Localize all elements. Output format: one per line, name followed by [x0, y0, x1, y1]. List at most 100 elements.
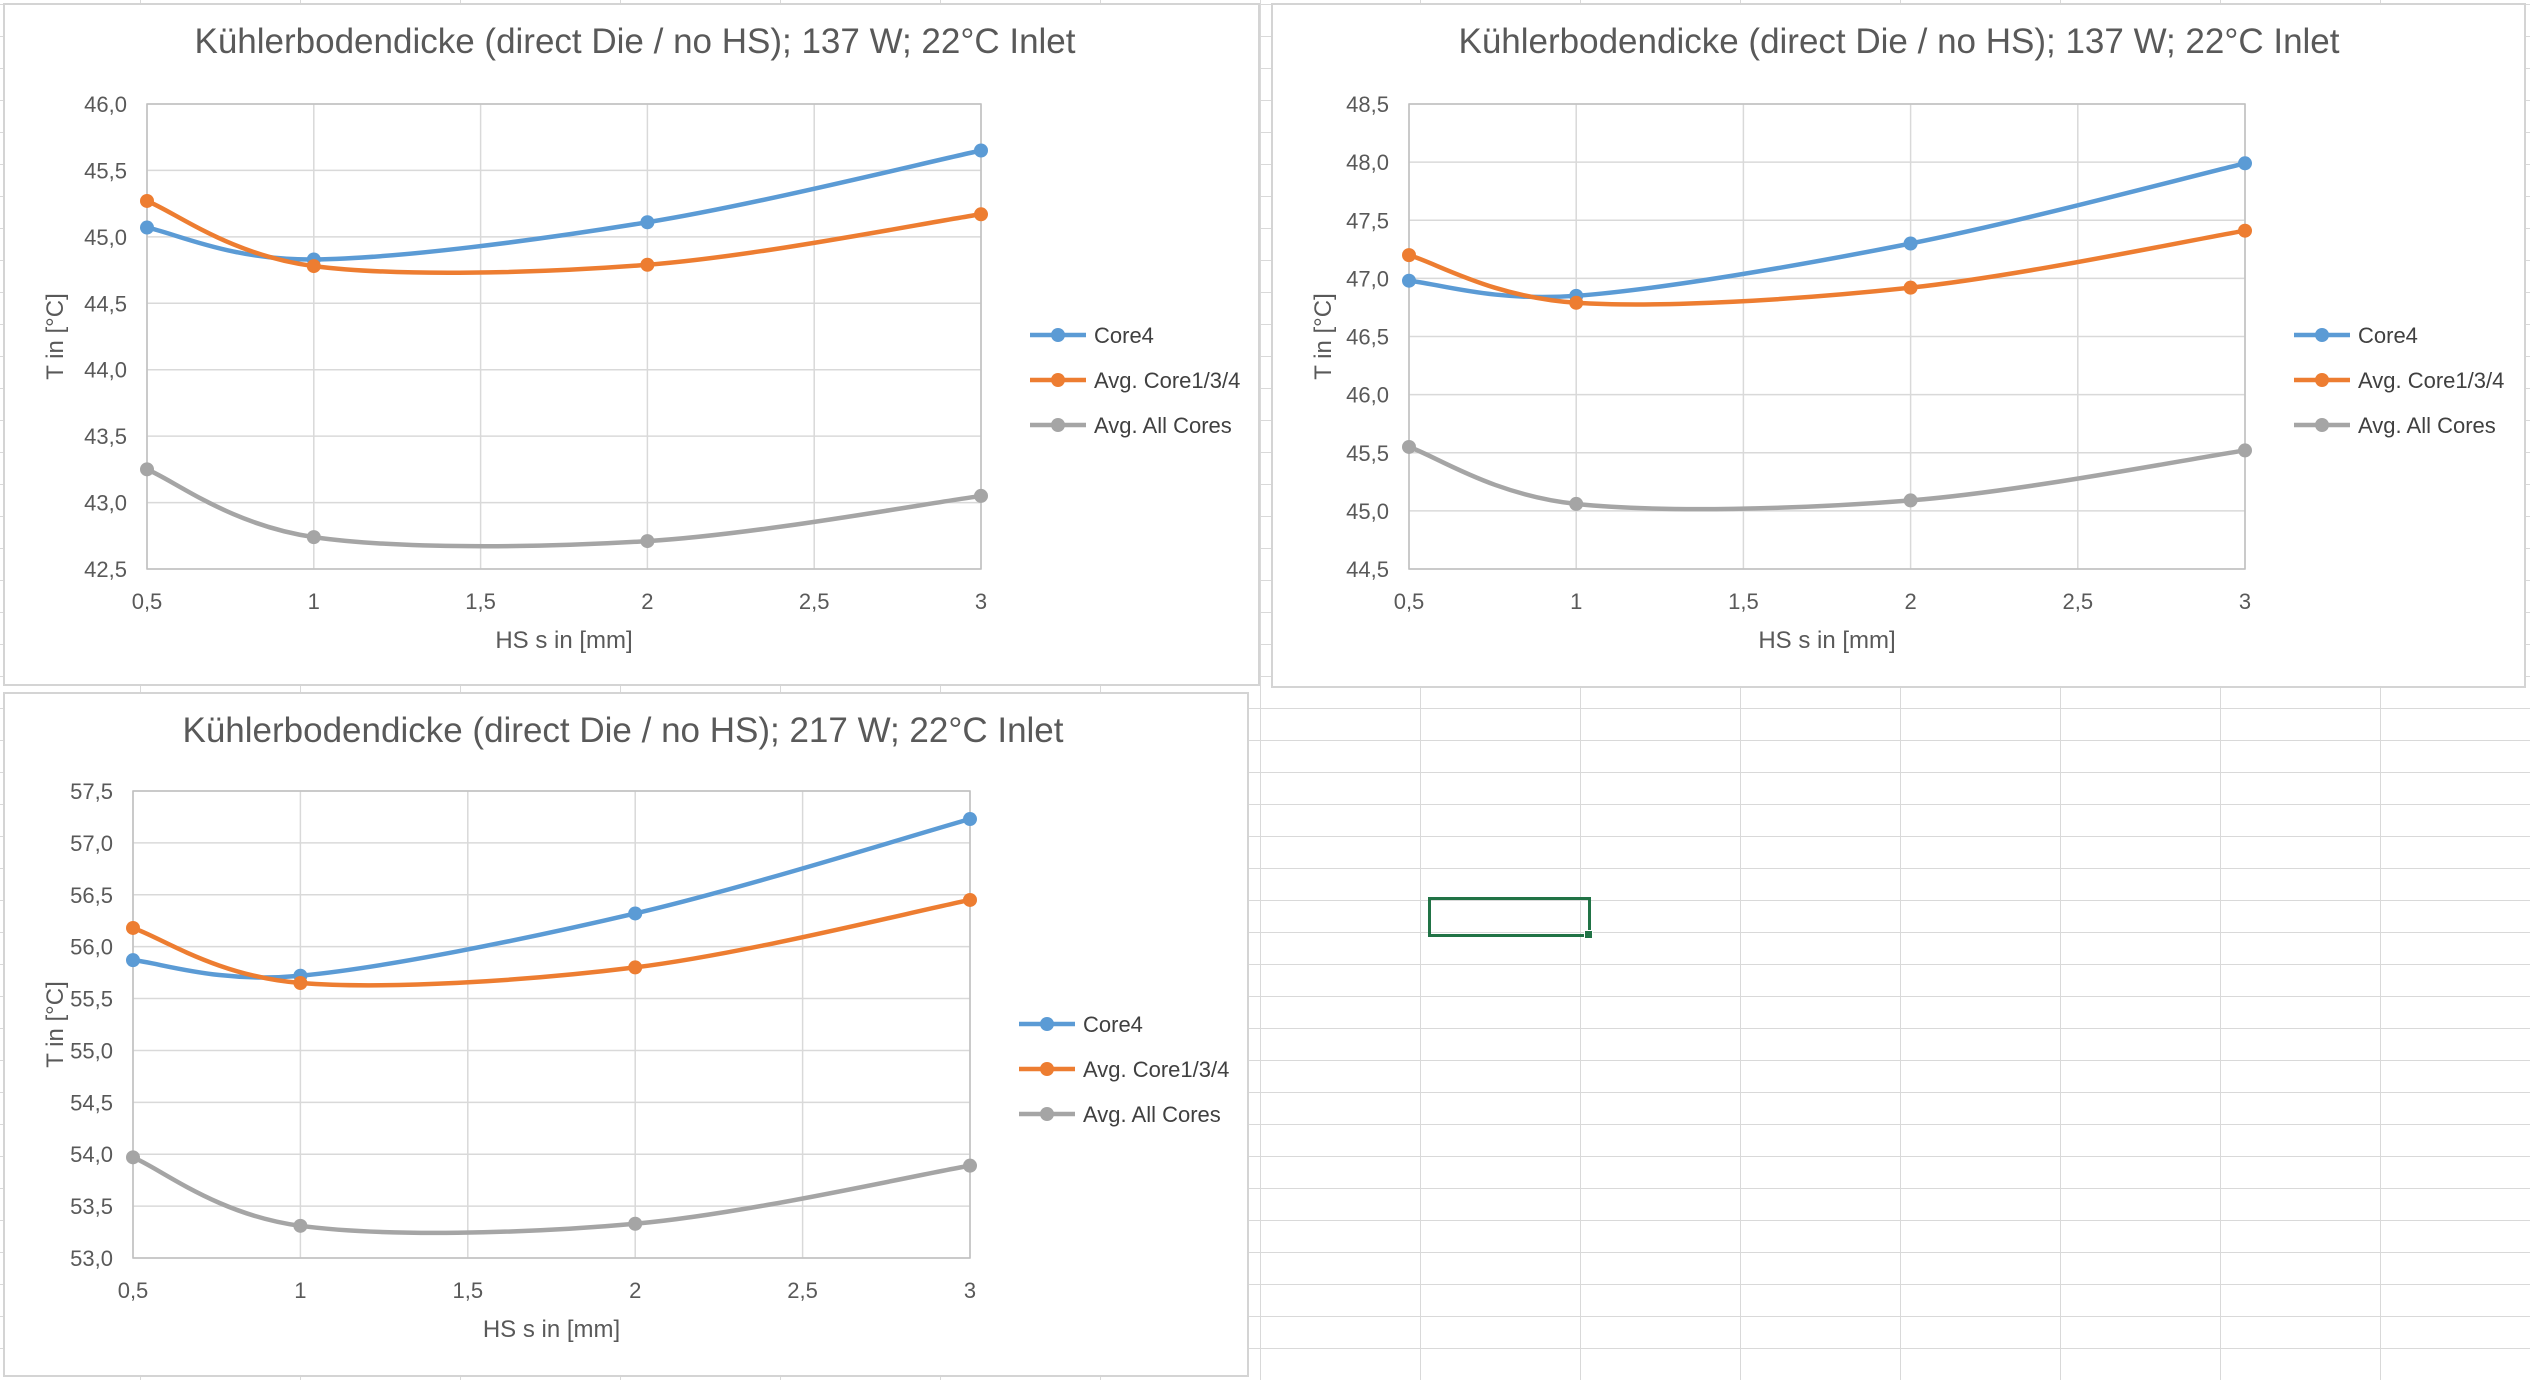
- data-point: [628, 960, 643, 975]
- y-tick-label: 57,0: [70, 831, 113, 856]
- x-tick-label: 2,5: [799, 589, 830, 614]
- chart-137w-a-svg: Kühlerbodendicke (direct Die / no HS); 1…: [42, 22, 1240, 654]
- y-tick-label: 46,0: [1346, 383, 1389, 408]
- legend-marker-2: [1040, 1107, 1054, 1121]
- data-point: [2238, 223, 2252, 238]
- legend-label: Avg. Core1/3/4: [1094, 368, 1240, 393]
- y-tick-label: 56,5: [70, 883, 113, 908]
- chart-217w[interactable]: Kühlerbodendicke (direct Die / no HS); 2…: [3, 692, 1249, 1377]
- y-tick-label: 45,5: [1346, 441, 1389, 466]
- x-tick-label: 1,5: [453, 1278, 484, 1303]
- x-tick-label: 2,5: [2063, 589, 2094, 614]
- chart-title: Kühlerbodendicke (direct Die / no HS); 1…: [1458, 22, 2339, 61]
- data-point: [974, 143, 988, 158]
- data-point: [140, 220, 154, 235]
- data-point: [126, 1150, 140, 1165]
- legend-label: Avg. All Cores: [1083, 1102, 1221, 1127]
- legend-marker-1: [2315, 373, 2329, 387]
- legend-label: Core4: [2358, 323, 2418, 348]
- data-point: [628, 906, 643, 921]
- x-tick-label: 2: [629, 1278, 641, 1303]
- data-point: [306, 259, 321, 274]
- fill-handle[interactable]: [1584, 930, 1593, 939]
- y-tick-label: 48,0: [1346, 150, 1389, 175]
- chart-title: Kühlerbodendicke (direct Die / no HS); 2…: [182, 711, 1063, 750]
- y-tick-label: 43,5: [84, 424, 127, 449]
- y-tick-label: 43,0: [84, 491, 127, 516]
- data-point: [640, 257, 655, 272]
- data-point: [306, 530, 321, 545]
- x-tick-label: 1: [308, 589, 320, 614]
- series-line-2: [144, 467, 984, 549]
- x-axis-title: HS s in [mm]: [483, 1316, 620, 1343]
- x-tick-label: 2: [641, 589, 653, 614]
- data-point: [126, 953, 140, 968]
- plot-area-border: [1408, 103, 2246, 570]
- chart-title: Kühlerbodendicke (direct Die / no HS); 1…: [194, 22, 1075, 61]
- x-tick-label: 1,5: [465, 589, 496, 614]
- legend-marker-2: [1051, 418, 1065, 432]
- y-tick-label: 45,5: [84, 158, 127, 183]
- legend-label: Avg. All Cores: [1094, 413, 1232, 438]
- x-tick-label: 1: [1570, 589, 1582, 614]
- legend-marker-1: [1051, 373, 1065, 387]
- y-tick-label: 56,0: [70, 935, 113, 960]
- data-point: [963, 812, 977, 827]
- legend-marker-0: [1040, 1017, 1054, 1031]
- y-tick-label: 48,5: [1346, 92, 1389, 117]
- y-tick-label: 47,5: [1346, 208, 1389, 233]
- y-tick-label: 53,5: [70, 1194, 113, 1219]
- legend-label: Avg. Core1/3/4: [1083, 1057, 1229, 1082]
- series-line-2: [1406, 444, 2248, 512]
- active-cell-selection[interactable]: [1428, 897, 1593, 939]
- data-point: [293, 1218, 308, 1233]
- data-point: [2238, 156, 2252, 171]
- chart-137w-b[interactable]: Kühlerbodendicke (direct Die / no HS); 1…: [1271, 3, 2526, 688]
- y-axis-title: T in [°C]: [42, 981, 69, 1068]
- x-tick-label: 0,5: [118, 1278, 149, 1303]
- series-line-1: [1406, 228, 2248, 307]
- y-tick-label: 45,0: [1346, 499, 1389, 524]
- data-point: [628, 1216, 643, 1231]
- plot-area-border: [132, 790, 971, 1259]
- legend-label: Avg. Core1/3/4: [2358, 368, 2504, 393]
- y-tick-label: 42,5: [84, 557, 127, 582]
- series-line-1: [144, 198, 984, 275]
- chart-137w-a[interactable]: Kühlerbodendicke (direct Die / no HS); 1…: [3, 3, 1260, 686]
- y-axis-title: T in [°C]: [42, 293, 69, 380]
- data-point: [140, 462, 154, 477]
- chart-137w-b-svg: Kühlerbodendicke (direct Die / no HS); 1…: [1310, 22, 2504, 654]
- chart-217w-svg: Kühlerbodendicke (direct Die / no HS); 2…: [42, 711, 1229, 1343]
- series-line-1: [130, 897, 973, 988]
- x-tick-label: 1,5: [1728, 589, 1759, 614]
- y-axis-title: T in [°C]: [1310, 293, 1337, 380]
- data-point: [1569, 496, 1584, 511]
- data-point: [1402, 273, 1416, 288]
- data-point: [1402, 248, 1416, 263]
- data-point: [640, 215, 655, 230]
- y-tick-label: 44,5: [84, 291, 127, 316]
- x-tick-label: 2: [1904, 589, 1916, 614]
- y-tick-label: 45,0: [84, 225, 127, 250]
- data-point: [963, 1158, 977, 1173]
- data-point: [1903, 493, 1918, 508]
- data-point: [126, 920, 140, 935]
- x-tick-label: 0,5: [132, 589, 163, 614]
- y-tick-label: 44,0: [84, 358, 127, 383]
- legend-label: Core4: [1083, 1012, 1143, 1037]
- legend-marker-0: [2315, 328, 2329, 342]
- series-line-2: [130, 1155, 973, 1236]
- legend-marker-2: [2315, 418, 2329, 432]
- y-tick-label: 54,5: [70, 1090, 113, 1115]
- y-tick-label: 46,5: [1346, 325, 1389, 350]
- x-tick-label: 3: [2239, 589, 2251, 614]
- legend-label: Core4: [1094, 323, 1154, 348]
- legend-marker-1: [1040, 1062, 1054, 1076]
- y-tick-label: 57,5: [70, 779, 113, 804]
- data-point: [140, 193, 154, 208]
- x-tick-label: 2,5: [787, 1278, 818, 1303]
- series-line-0: [1406, 161, 2248, 300]
- data-point: [640, 534, 655, 549]
- y-tick-label: 44,5: [1346, 557, 1389, 582]
- x-axis-title: HS s in [mm]: [1758, 627, 1895, 654]
